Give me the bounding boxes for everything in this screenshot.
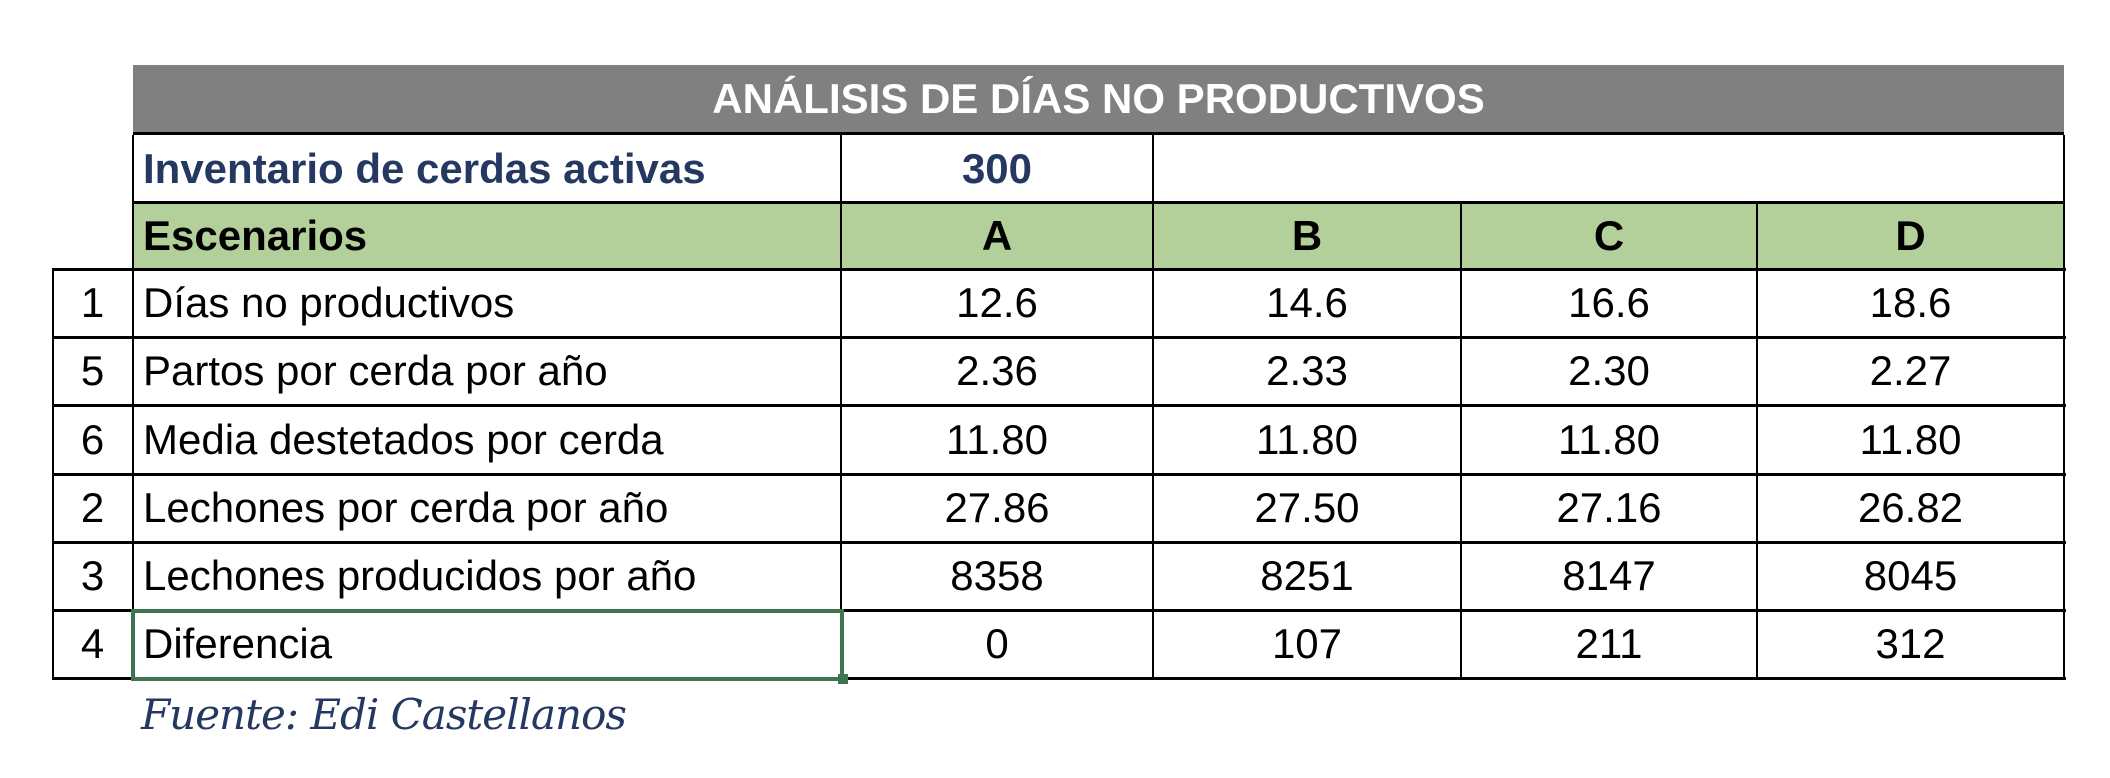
- grid-line: [1460, 202, 1462, 678]
- fill-handle[interactable]: [838, 674, 848, 684]
- row-index[interactable]: 2: [80, 484, 105, 531]
- table-cell[interactable]: 0: [985, 620, 1009, 667]
- grid-line: [840, 135, 842, 678]
- table-cell[interactable]: 2.33: [1266, 347, 1348, 394]
- table-cell[interactable]: 12.6: [956, 279, 1038, 326]
- table-cell[interactable]: 8045: [1863, 552, 1958, 599]
- table-title: ANÁLISIS DE DÍAS NO PRODUCTIVOS: [133, 65, 2064, 135]
- header-col-b[interactable]: B: [1153, 202, 1461, 269]
- grid-line: [52, 677, 2066, 680]
- row-index[interactable]: 5: [80, 347, 105, 394]
- table-cell[interactable]: 11.80: [1256, 415, 1358, 463]
- header-col-c[interactable]: C: [1461, 202, 1757, 269]
- header-escenarios[interactable]: Escenarios: [133, 202, 841, 269]
- inventory-value[interactable]: 300: [961, 144, 1033, 192]
- grid-line: [52, 541, 2066, 544]
- grid-line: [52, 473, 2066, 476]
- table-cell[interactable]: 18.6: [1869, 279, 1952, 326]
- table-cell[interactable]: 107: [1271, 620, 1343, 667]
- grid-line: [52, 268, 2066, 271]
- grid-line: [1756, 202, 1758, 678]
- grid-line: [52, 269, 54, 678]
- table-cell[interactable]: 11.80: [1558, 415, 1660, 463]
- table-cell[interactable]: 312: [1875, 620, 1946, 667]
- row-label[interactable]: Lechones por cerda por año: [143, 484, 669, 531]
- table-cell[interactable]: 11.80: [946, 415, 1048, 463]
- row-index[interactable]: 4: [80, 620, 105, 667]
- grid-line: [2063, 135, 2065, 202]
- inventory-label[interactable]: Inventario de cerdas activas: [143, 144, 706, 192]
- table-cell[interactable]: 2.36: [956, 347, 1038, 394]
- grid-line: [52, 404, 2066, 407]
- grid-line: [52, 336, 2066, 339]
- selected-cell-outline: [131, 609, 844, 681]
- row-label[interactable]: Lechones producidos por año: [143, 552, 697, 599]
- table-cell[interactable]: 27.86: [944, 484, 1050, 531]
- source-caption: Fuente: Edi Castellanos: [141, 690, 627, 739]
- header-col-d[interactable]: D: [1757, 202, 2064, 269]
- grid-line: [52, 609, 2066, 612]
- row-index[interactable]: 3: [80, 552, 105, 599]
- table-cell[interactable]: 27.16: [1556, 484, 1662, 531]
- row-label[interactable]: Media destetados por cerda: [143, 415, 664, 463]
- table-cell[interactable]: 8358: [950, 552, 1044, 599]
- table-cell[interactable]: 8251: [1260, 552, 1354, 599]
- table-cell[interactable]: 14.6: [1266, 279, 1348, 326]
- table-cell[interactable]: 26.82: [1857, 484, 1964, 531]
- table-cell[interactable]: 27.50: [1254, 484, 1360, 531]
- header-col-a[interactable]: A: [841, 202, 1153, 269]
- grid-line: [2063, 202, 2065, 678]
- row-label[interactable]: Diferencia: [143, 620, 333, 667]
- row-label[interactable]: Partos por cerda por año: [143, 347, 608, 394]
- row-label[interactable]: Días no productivos: [143, 279, 515, 326]
- table-cell[interactable]: 16.6: [1568, 279, 1650, 326]
- table-cell[interactable]: 2.27: [1869, 347, 1952, 394]
- table-cell[interactable]: 8147: [1562, 552, 1656, 599]
- row-index[interactable]: 6: [80, 415, 105, 463]
- grid-line: [1152, 135, 1154, 678]
- table-cell[interactable]: 2.30: [1568, 347, 1650, 394]
- table-cell[interactable]: 11.80: [1859, 415, 1962, 463]
- row-index[interactable]: 1: [80, 279, 105, 326]
- table-cell[interactable]: 211: [1575, 620, 1643, 667]
- grid-line: [132, 135, 134, 678]
- grid-line: [133, 201, 2064, 204]
